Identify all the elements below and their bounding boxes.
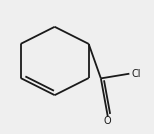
Text: Cl: Cl bbox=[132, 69, 141, 79]
Text: O: O bbox=[104, 116, 112, 126]
